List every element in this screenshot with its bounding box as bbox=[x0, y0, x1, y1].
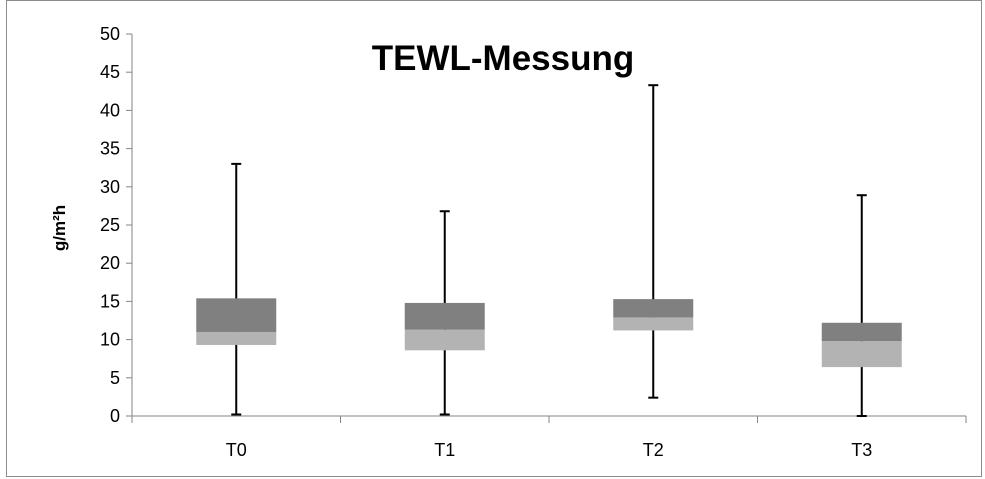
y-tick-label: 25 bbox=[100, 215, 120, 235]
box-lower-T1 bbox=[404, 329, 485, 351]
box-lower-T2 bbox=[613, 317, 694, 331]
y-tick-label: 35 bbox=[100, 139, 120, 159]
y-tick-label: 40 bbox=[100, 100, 120, 120]
y-tick-label: 50 bbox=[100, 24, 120, 44]
y-tick-label: 30 bbox=[100, 177, 120, 197]
x-tick-label: T3 bbox=[851, 440, 872, 460]
box-upper-T1 bbox=[404, 302, 485, 330]
box-lower-T0 bbox=[196, 331, 277, 345]
x-tick-label: T0 bbox=[226, 440, 247, 460]
plot-area: 0 5 10 15 20 25 30 35 40 45 50 T0 T1 T2 T3 bbox=[100, 24, 967, 460]
y-axis-label: g/m²h bbox=[50, 205, 69, 251]
y-tick-label: 10 bbox=[100, 330, 120, 350]
chart-title: TEWL-Messung bbox=[372, 39, 634, 78]
box-upper-T3 bbox=[821, 322, 902, 342]
y-tick-label: 45 bbox=[100, 62, 120, 82]
x-tick-label: T2 bbox=[643, 440, 664, 460]
y-tick-label: 5 bbox=[110, 368, 120, 388]
box-lower-T3 bbox=[821, 341, 902, 368]
y-tick-label: 15 bbox=[100, 291, 120, 311]
box-upper-T0 bbox=[196, 298, 277, 332]
y-tick-label: 20 bbox=[100, 253, 120, 273]
box-upper-T2 bbox=[613, 299, 694, 318]
y-tick-label: 0 bbox=[110, 406, 120, 426]
chart-frame bbox=[6, 0, 982, 477]
x-tick-label: T1 bbox=[434, 440, 455, 460]
